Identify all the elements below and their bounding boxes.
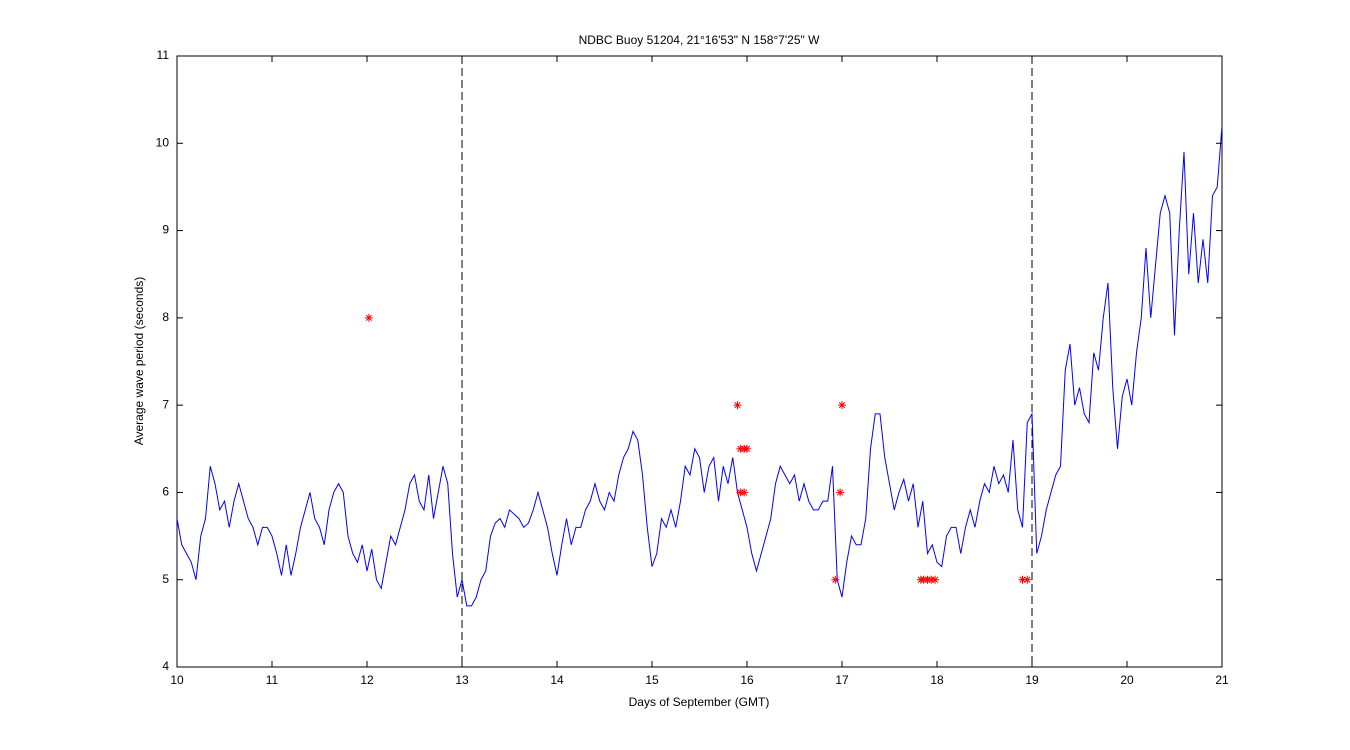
x-tick-label: 20	[1120, 673, 1134, 687]
y-tick-label: 8	[162, 310, 169, 324]
x-axis-label: Days of September (GMT)	[629, 695, 770, 709]
x-tick-label: 15	[645, 673, 659, 687]
asterisk-stroke	[1024, 576, 1031, 583]
asterisk-marker	[831, 575, 840, 584]
asterisk-stroke	[931, 576, 939, 583]
asterisk-marker	[740, 488, 749, 497]
asterisk-stroke	[836, 489, 844, 496]
x-tick-label: 17	[835, 673, 849, 687]
x-tick-label: 10	[170, 673, 184, 687]
asterisk-marker	[1018, 575, 1027, 584]
x-tick-label: 21	[1215, 673, 1229, 687]
data-line	[176, 125, 1223, 607]
asterisk-stroke	[734, 401, 741, 409]
asterisk-stroke	[1019, 576, 1026, 583]
y-tick-label: 4	[162, 659, 169, 673]
x-tick-label: 16	[740, 673, 754, 687]
y-tick-label: 10	[156, 135, 170, 149]
asterisk-marker	[733, 401, 742, 410]
asterisk-stroke	[838, 401, 846, 409]
y-tick-label: 5	[162, 572, 169, 586]
asterisk-marker	[743, 444, 751, 453]
y-tick-label: 9	[162, 223, 169, 237]
chart-title: NDBC Buoy 51204, 21°16'53" N 158°7'25" W	[579, 33, 821, 47]
y-tick-label: 11	[157, 48, 170, 62]
asterisk-marker	[838, 401, 846, 410]
asterisk-stroke	[832, 576, 839, 583]
asterisk-marker	[836, 488, 845, 497]
x-tick-label: 19	[1025, 673, 1039, 687]
x-tick-label: 14	[550, 673, 564, 687]
y-tick-label: 7	[162, 397, 169, 411]
x-tick-label: 18	[930, 673, 944, 687]
y-tick-label: 6	[162, 485, 169, 499]
asterisk-marker	[1023, 575, 1032, 584]
asterisk-marker	[931, 575, 940, 584]
plot-area	[176, 55, 1223, 668]
x-tick-label: 11	[266, 673, 279, 687]
asterisk-stroke	[365, 314, 373, 322]
x-tick-label: 13	[455, 673, 469, 687]
y-axis-label: Average wave period (seconds)	[132, 277, 146, 446]
asterisk-stroke	[740, 489, 748, 496]
x-tick-label: 12	[360, 673, 374, 687]
asterisk-stroke	[743, 445, 751, 452]
asterisk-marker	[364, 313, 373, 322]
